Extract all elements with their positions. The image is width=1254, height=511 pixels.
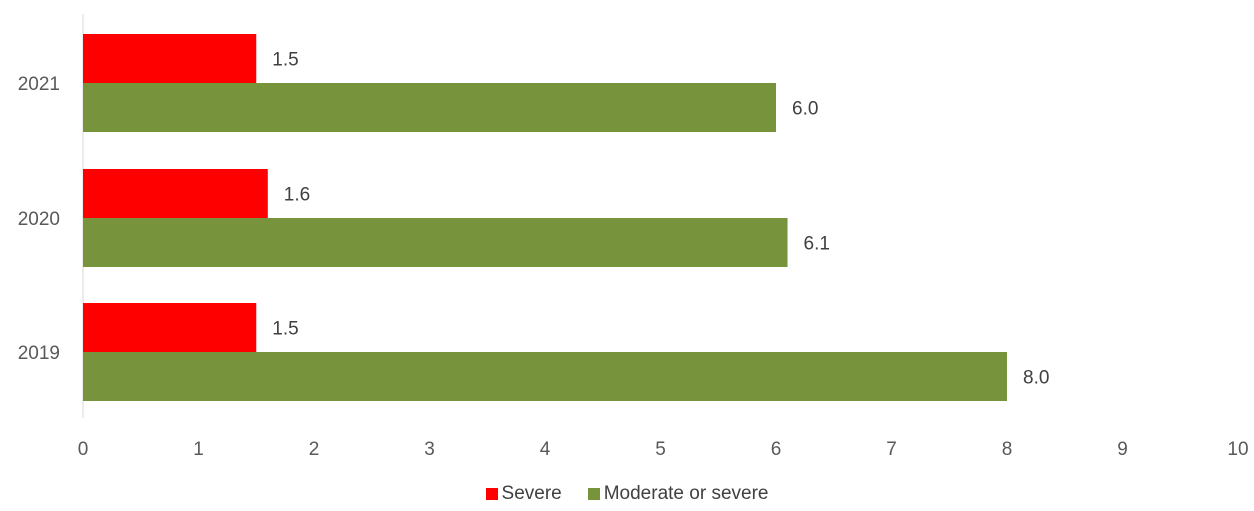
bar-chart: 1.5 8.0 1.6 6.1 1.5 6.0 2019 2020 2021 0 1 2 3 4 5 6 7… — [18, 14, 1249, 460]
value-tick-6: 6 — [771, 439, 782, 460]
value-tick-8: 8 — [1002, 439, 1013, 460]
value-tick-3: 3 — [424, 439, 435, 460]
bar-severe-2021 — [83, 34, 257, 83]
value-tick-0: 0 — [78, 439, 89, 460]
legend-item-severe: Severe — [485, 483, 562, 505]
value-tick-4: 4 — [540, 439, 551, 460]
value-tick-10: 10 — [1227, 439, 1248, 460]
legend: Severe Moderate or severe — [0, 481, 1254, 507]
legend-label-severe: Severe — [501, 483, 562, 504]
legend-swatch-severe — [485, 488, 498, 500]
data-label-severe-2020: 1.6 — [284, 185, 310, 206]
value-tick-1: 1 — [193, 439, 204, 460]
category-tick-2020: 2020 — [18, 209, 60, 230]
value-tick-9: 9 — [1117, 439, 1128, 460]
category-tick-labels: 2019 2020 2021 — [18, 74, 60, 364]
bar-moderate-or-severe-2021 — [83, 83, 776, 132]
category-tick-2021: 2021 — [18, 74, 60, 95]
bar-moderate-or-severe-2020 — [83, 218, 788, 267]
data-labels-group: 1.5 8.0 1.6 6.1 1.5 6.0 — [272, 50, 1049, 389]
value-tick-2: 2 — [309, 439, 320, 460]
data-label-moderate-or-severe-2019: 8.0 — [1023, 368, 1049, 389]
category-tick-2019: 2019 — [18, 343, 60, 364]
value-tick-7: 7 — [886, 439, 897, 460]
legend-item-moderate-or-severe: Moderate or severe — [587, 483, 769, 505]
bar-severe-2020 — [83, 169, 268, 218]
data-label-moderate-or-severe-2021: 6.0 — [792, 99, 818, 120]
data-label-moderate-or-severe-2020: 6.1 — [804, 234, 830, 255]
data-label-severe-2019: 1.5 — [272, 319, 298, 340]
legend-label-moderate-or-severe: Moderate or severe — [603, 483, 769, 504]
value-tick-labels: 0 1 2 3 4 5 6 7 8 9 10 — [78, 439, 1249, 460]
bars-group — [83, 34, 1007, 401]
bar-severe-2019 — [83, 303, 257, 352]
data-label-severe-2021: 1.5 — [272, 50, 298, 71]
value-tick-5: 5 — [655, 439, 666, 460]
legend-swatch-moderate-or-severe — [587, 488, 600, 500]
bar-moderate-or-severe-2019 — [83, 352, 1007, 401]
